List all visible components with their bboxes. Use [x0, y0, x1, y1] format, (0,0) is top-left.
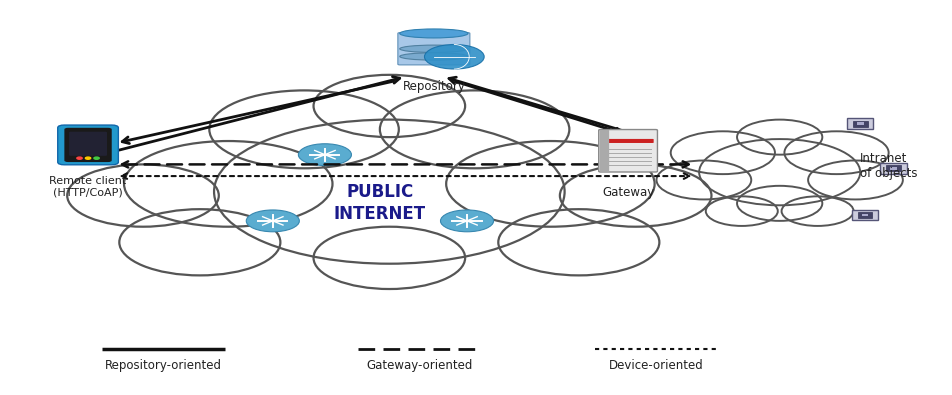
FancyBboxPatch shape: [852, 120, 866, 126]
FancyBboxPatch shape: [846, 118, 873, 129]
Ellipse shape: [440, 216, 493, 229]
FancyBboxPatch shape: [889, 167, 896, 170]
Text: Intranet
of objects: Intranet of objects: [860, 152, 917, 181]
Text: Gateway-oriented: Gateway-oriented: [367, 359, 472, 372]
Circle shape: [86, 157, 90, 159]
FancyBboxPatch shape: [885, 165, 900, 171]
FancyBboxPatch shape: [861, 214, 867, 216]
Text: Device-oriented: Device-oriented: [608, 359, 704, 372]
Circle shape: [699, 139, 860, 205]
Circle shape: [119, 209, 280, 275]
FancyBboxPatch shape: [856, 122, 863, 125]
FancyBboxPatch shape: [602, 139, 653, 143]
Circle shape: [656, 160, 750, 199]
Ellipse shape: [399, 29, 467, 38]
Ellipse shape: [298, 150, 351, 163]
FancyBboxPatch shape: [857, 212, 871, 218]
FancyBboxPatch shape: [851, 210, 878, 220]
Circle shape: [214, 120, 564, 264]
Circle shape: [781, 196, 853, 226]
FancyBboxPatch shape: [397, 33, 469, 65]
Circle shape: [424, 45, 484, 69]
Ellipse shape: [246, 216, 299, 229]
Circle shape: [705, 196, 777, 226]
FancyBboxPatch shape: [598, 130, 657, 172]
Circle shape: [380, 90, 568, 168]
Circle shape: [446, 141, 654, 227]
Text: PUBLIC
INTERNET: PUBLIC INTERNET: [333, 183, 426, 224]
Circle shape: [559, 164, 711, 227]
Circle shape: [94, 157, 99, 159]
Circle shape: [209, 90, 398, 168]
FancyBboxPatch shape: [69, 132, 107, 156]
FancyBboxPatch shape: [65, 128, 111, 162]
Circle shape: [298, 144, 351, 166]
Text: Remote client
(HTTP/CoAP): Remote client (HTTP/CoAP): [50, 176, 127, 198]
Circle shape: [498, 209, 659, 275]
Circle shape: [124, 141, 332, 227]
Circle shape: [736, 120, 822, 155]
Ellipse shape: [399, 45, 467, 53]
Circle shape: [313, 75, 465, 137]
FancyBboxPatch shape: [599, 130, 608, 171]
Circle shape: [246, 210, 299, 232]
Circle shape: [736, 186, 822, 221]
Text: Repository: Repository: [402, 80, 465, 93]
Circle shape: [807, 160, 902, 199]
Text: Gateway: Gateway: [602, 186, 653, 199]
FancyBboxPatch shape: [880, 163, 905, 174]
Circle shape: [313, 227, 465, 289]
Text: Repository-oriented: Repository-oriented: [106, 359, 222, 372]
Circle shape: [670, 131, 774, 174]
Circle shape: [783, 131, 887, 174]
Circle shape: [440, 210, 493, 232]
FancyBboxPatch shape: [58, 125, 118, 165]
Ellipse shape: [399, 53, 467, 60]
Circle shape: [77, 157, 82, 159]
Circle shape: [68, 164, 219, 227]
